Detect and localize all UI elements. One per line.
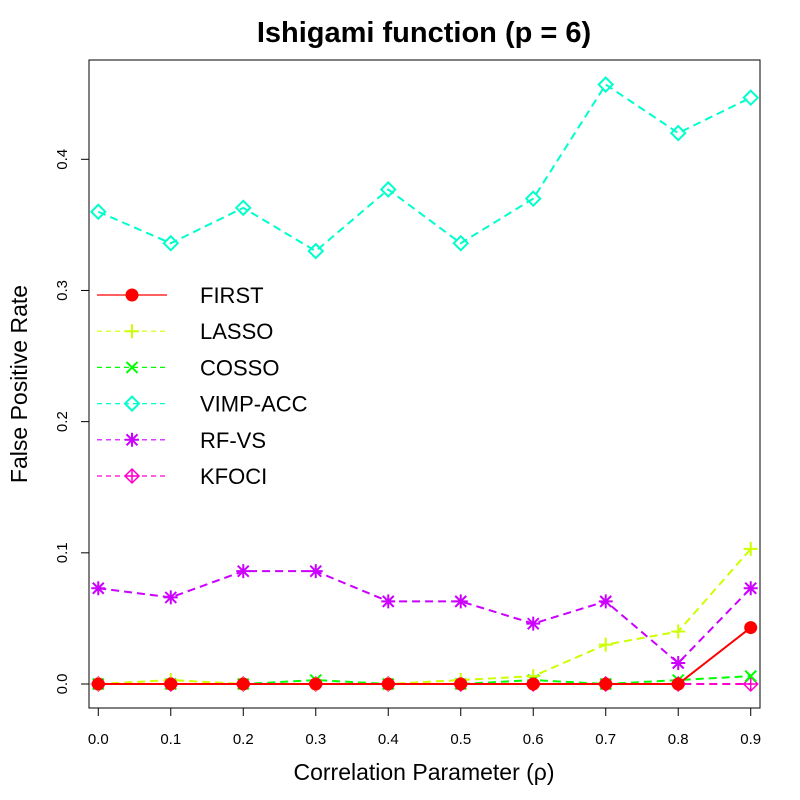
legend-label-vimp-acc: VIMP-ACC	[200, 392, 308, 417]
data-point-rf-vs	[743, 581, 758, 596]
data-point-first	[309, 677, 323, 691]
data-point-kfoci	[742, 675, 759, 693]
x-tick-label: 0.7	[595, 731, 616, 748]
y-tick-label: 0.2	[54, 411, 71, 432]
data-point-rf-vs	[453, 594, 468, 609]
data-point-vimp-acc	[524, 190, 542, 208]
x-tick-label: 0.6	[523, 731, 544, 748]
y-tick-label: 0.3	[54, 280, 71, 301]
series-line-first	[98, 626, 752, 685]
data-point-rf-vs	[91, 581, 106, 596]
data-point-first	[454, 677, 468, 691]
legend-marker-first	[125, 288, 139, 302]
legend-label-cosso: COSSO	[200, 355, 279, 380]
legend-label-rf-vs: RF-VS	[200, 428, 266, 453]
legend-marker-vimp-acc	[123, 395, 141, 413]
data-point-first	[91, 677, 105, 691]
legend-item-lasso: LASSO	[97, 319, 273, 344]
series-rf-vs	[91, 564, 758, 671]
x-tick-label: 0.1	[160, 731, 181, 748]
data-point-first	[236, 677, 250, 691]
legend-label-lasso: LASSO	[200, 319, 273, 344]
data-point-lasso	[743, 541, 758, 556]
series-vimp-acc	[89, 76, 760, 260]
x-tick-label: 0.8	[668, 731, 689, 748]
series-cosso	[92, 669, 757, 691]
data-point-vimp-acc	[597, 76, 615, 93]
data-point-vimp-acc	[234, 199, 252, 217]
plot-frame	[88, 59, 761, 709]
series-line-vimp-acc	[97, 83, 752, 253]
data-point-rf-vs	[163, 590, 178, 605]
x-tick-label: 0.2	[233, 731, 254, 748]
data-point-cosso	[744, 669, 757, 683]
data-point-rf-vs	[308, 564, 323, 579]
legend-item-vimp-acc: VIMP-ACC	[97, 392, 308, 417]
y-axis-label: False Positive Rate	[6, 285, 32, 483]
data-point-lasso	[598, 637, 613, 652]
data-point-vimp-acc	[307, 242, 325, 260]
x-tick-label: 0.9	[740, 731, 761, 748]
data-point-vimp-acc	[742, 89, 760, 107]
data-point-vimp-acc	[89, 203, 107, 221]
data-point-rf-vs	[381, 594, 396, 609]
y-tick-label: 0.1	[54, 542, 71, 563]
series-line-lasso	[98, 548, 752, 685]
data-point-vimp-acc	[452, 234, 470, 252]
data-point-first	[744, 621, 758, 635]
legend-item-cosso: COSSO	[97, 355, 279, 380]
data-point-first	[526, 677, 540, 691]
data-point-vimp-acc	[162, 234, 180, 252]
legend-item-rf-vs: RF-VS	[97, 428, 266, 453]
x-axis: 0.0 0.1 0.2 0.3 0.4 0.5 0.6 0.7 0.8 0.9	[88, 707, 761, 748]
series-first	[91, 621, 758, 691]
series-layer	[89, 76, 760, 693]
legend-label-first: FIRST	[200, 283, 264, 308]
data-point-rf-vs	[526, 616, 541, 631]
data-point-vimp-acc	[669, 124, 687, 142]
series-lasso	[91, 541, 758, 691]
legend-marker-rf-vs	[125, 432, 139, 447]
chart-title: Ishigami function (p = 6)	[257, 17, 591, 49]
legend: FIRST LASSO COSSO VIMP-ACC RF-VS KFOCI	[97, 283, 308, 489]
legend-item-kfoci: KFOCI	[97, 464, 267, 489]
x-tick-label: 0.5	[450, 731, 471, 748]
legend-item-first: FIRST	[97, 283, 264, 308]
data-point-vimp-acc	[379, 181, 397, 198]
data-point-rf-vs	[236, 564, 251, 579]
data-point-rf-vs	[598, 594, 613, 609]
legend-marker-lasso	[125, 324, 139, 339]
y-tick-label: 0.4	[54, 149, 71, 170]
legend-marker-kfoci	[123, 467, 141, 485]
data-point-lasso	[671, 624, 686, 639]
x-tick-label: 0.4	[378, 731, 399, 748]
data-point-first	[599, 677, 613, 691]
x-axis-label: Correlation Parameter (ρ)	[293, 759, 554, 785]
y-tick-label: 0.0	[54, 674, 71, 695]
legend-marker-cosso	[125, 361, 139, 374]
data-point-first	[381, 677, 395, 691]
legend-label-kfoci: KFOCI	[200, 464, 267, 489]
x-tick-label: 0.0	[88, 731, 109, 748]
y-axis: 0.0 0.1 0.2 0.3 0.4	[54, 149, 90, 695]
data-point-first	[671, 677, 685, 691]
data-point-rf-vs	[671, 656, 686, 671]
x-tick-label: 0.3	[305, 731, 326, 748]
series-line-rf-vs	[98, 570, 752, 665]
data-point-first	[164, 677, 178, 691]
